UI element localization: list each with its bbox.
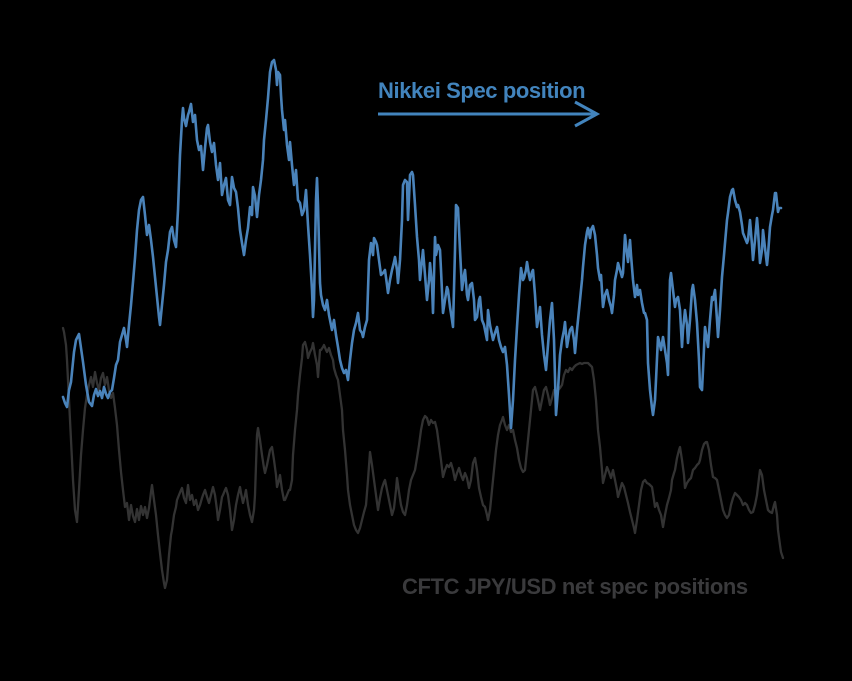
right-arrow-icon — [378, 100, 601, 128]
cftc-series-line — [61, 326, 785, 590]
cftc-series-label: CFTC JPY/USD net spec positions — [402, 574, 748, 599]
nikkei-series-line — [61, 58, 783, 430]
nikkei-series-label: Nikkei Spec position — [378, 78, 586, 103]
